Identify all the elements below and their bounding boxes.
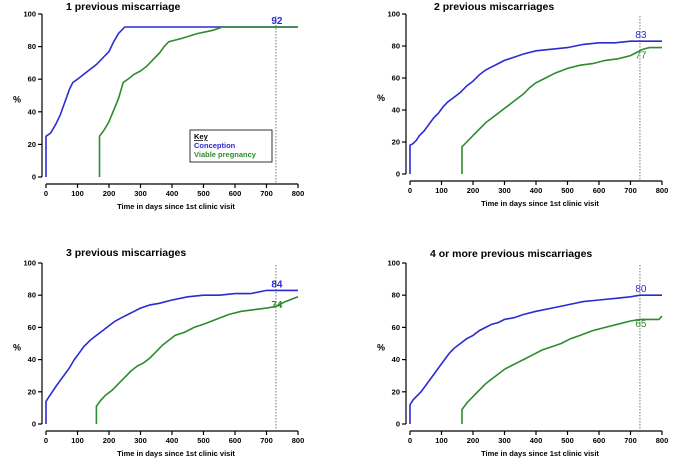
x-tick-label: 800	[292, 189, 305, 198]
x-tick-label: 700	[260, 189, 273, 198]
y-tick-label: 80	[392, 291, 400, 300]
panel-3-previous-miscarriages: 3 previous miscarriages 0 20 40 60 80 100% 0 100…	[13, 247, 304, 458]
x-tick-label: 100	[71, 436, 84, 445]
panel-title: 4 or more previous miscarriages	[430, 248, 592, 260]
y-tick-label: 20	[28, 387, 36, 396]
series-line-conception	[45, 26, 298, 177]
end-value-label-conception: 92	[271, 16, 283, 27]
legend-item: Conception	[194, 141, 236, 150]
x-tick-label: 600	[229, 189, 242, 198]
x-tick-label: 300	[498, 186, 511, 195]
y-tick-label: 40	[28, 355, 36, 364]
end-value-label-viable: 74	[271, 300, 283, 311]
y-axis-label: %	[13, 343, 21, 353]
x-axis-label: Time in days since 1st clinic visit	[481, 449, 599, 458]
x-tick-label: 200	[103, 189, 116, 198]
y-tick-label: 60	[28, 323, 36, 332]
y-tick-label: 40	[28, 107, 36, 116]
y-tick-label: 60	[392, 74, 400, 83]
y-tick-label: 0	[32, 420, 36, 429]
series-line-conception	[409, 40, 662, 174]
x-tick-label: 200	[103, 436, 116, 445]
legend-item: Viable pregnancy	[194, 150, 257, 159]
end-value-label-conception: 80	[635, 284, 647, 295]
x-tick-label: 100	[71, 189, 84, 198]
y-tick-label: 0	[396, 170, 400, 179]
x-tick-label: 600	[593, 186, 606, 195]
y-tick-label: 20	[392, 138, 400, 147]
x-tick-label: 600	[229, 436, 242, 445]
y-tick-label: 40	[392, 106, 400, 115]
y-tick-label: 100	[387, 10, 400, 19]
x-tick-label: 800	[292, 436, 305, 445]
x-tick-label: 400	[166, 436, 179, 445]
series-line-conception	[409, 294, 662, 424]
x-tick-label: 0	[408, 436, 412, 445]
series-line-viable	[95, 296, 299, 424]
y-axis-label: %	[377, 343, 385, 353]
x-tick-label: 400	[530, 436, 543, 445]
y-tick-label: 80	[28, 42, 36, 51]
panel-title: 2 previous miscarriages	[434, 1, 554, 13]
x-tick-label: 0	[44, 189, 48, 198]
x-tick-label: 0	[408, 186, 412, 195]
x-axis-label: Time in days since 1st clinic visit	[117, 449, 235, 458]
y-tick-label: 60	[28, 75, 36, 84]
panel-title: 3 previous miscarriages	[66, 247, 186, 259]
series-line-conception	[45, 289, 298, 424]
x-tick-label: 800	[656, 186, 669, 195]
y-tick-label: 0	[396, 420, 400, 429]
panel-2-previous-miscarriages: 2 previous miscarriages 0 20 40 60 80 100% 0 100…	[377, 1, 668, 208]
end-value-label-viable: 77	[635, 51, 647, 62]
x-tick-label: 500	[197, 436, 210, 445]
x-tick-label: 600	[593, 436, 606, 445]
x-tick-label: 500	[561, 436, 574, 445]
x-tick-label: 500	[561, 186, 574, 195]
x-tick-label: 700	[624, 436, 637, 445]
x-tick-label: 100	[435, 436, 448, 445]
y-tick-label: 100	[23, 259, 36, 268]
x-tick-label: 400	[530, 186, 543, 195]
x-tick-label: 300	[498, 436, 511, 445]
end-value-label-conception: 83	[635, 30, 647, 41]
x-tick-label: 200	[467, 436, 480, 445]
y-tick-label: 100	[387, 259, 400, 268]
x-tick-label: 200	[467, 186, 480, 195]
y-tick-label: 20	[28, 140, 36, 149]
end-value-label-conception: 84	[271, 279, 283, 290]
y-tick-label: 100	[23, 10, 36, 19]
y-tick-label: 20	[392, 387, 400, 396]
x-axis-label: Time in days since 1st clinic visit	[481, 199, 599, 208]
y-axis-label: %	[13, 95, 21, 105]
y-tick-label: 80	[28, 291, 36, 300]
legend-title: Key	[194, 132, 209, 141]
series-line-viable	[461, 315, 663, 424]
series-line-viable	[98, 26, 298, 177]
panel-4-or-more-previous-miscarriages: 4 or more previous miscarriages 0 20 40 60 80…	[377, 248, 668, 458]
x-tick-label: 300	[134, 436, 147, 445]
x-tick-label: 0	[44, 436, 48, 445]
x-tick-label: 100	[435, 186, 448, 195]
y-tick-label: 0	[32, 173, 36, 182]
end-value-label-viable: 65	[635, 319, 647, 330]
x-tick-label: 300	[134, 189, 147, 198]
series-line-viable	[461, 46, 662, 174]
panel-title: 1 previous miscarriage	[66, 1, 181, 13]
y-tick-label: 40	[392, 355, 400, 364]
x-tick-label: 700	[624, 186, 637, 195]
legend-box	[189, 129, 273, 163]
panel-1-previous-miscarriage: 1 previous miscarriage 0 20 40 60 80 100% 0 100 2…	[13, 1, 304, 211]
y-axis-label: %	[377, 93, 385, 103]
y-tick-label: 60	[392, 323, 400, 332]
y-tick-label: 80	[392, 42, 400, 51]
x-axis-label: Time in days since 1st clinic visit	[117, 202, 235, 211]
x-tick-label: 700	[260, 436, 273, 445]
x-tick-label: 800	[656, 436, 669, 445]
x-tick-label: 500	[197, 189, 210, 198]
x-tick-label: 400	[166, 189, 179, 198]
